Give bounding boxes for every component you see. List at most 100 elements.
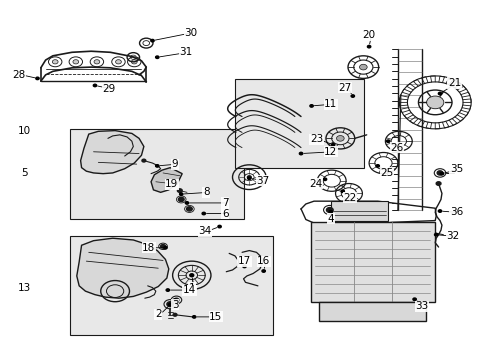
Text: 37: 37 <box>256 176 269 186</box>
Text: 35: 35 <box>449 165 462 174</box>
Circle shape <box>436 171 442 175</box>
Circle shape <box>142 159 145 162</box>
Circle shape <box>73 60 79 64</box>
Circle shape <box>174 298 179 302</box>
Text: 34: 34 <box>198 226 211 236</box>
Circle shape <box>437 92 441 95</box>
Circle shape <box>185 202 188 204</box>
Circle shape <box>202 212 205 215</box>
Text: 29: 29 <box>102 84 116 94</box>
Text: 30: 30 <box>184 27 197 37</box>
Text: 15: 15 <box>209 312 222 322</box>
Circle shape <box>168 303 172 306</box>
Circle shape <box>426 96 443 109</box>
Text: 12: 12 <box>324 147 337 157</box>
Circle shape <box>412 298 415 301</box>
Circle shape <box>186 207 192 211</box>
Circle shape <box>439 172 443 175</box>
Text: 23: 23 <box>309 134 323 144</box>
Text: 17: 17 <box>237 256 251 266</box>
Polygon shape <box>310 222 434 302</box>
Circle shape <box>435 182 440 185</box>
Circle shape <box>155 165 159 167</box>
Text: 21: 21 <box>447 78 460 88</box>
Circle shape <box>150 39 154 42</box>
Circle shape <box>155 56 159 58</box>
Polygon shape <box>81 131 143 174</box>
Text: 10: 10 <box>18 126 31 136</box>
Text: 19: 19 <box>164 179 178 189</box>
Text: 9: 9 <box>171 159 178 169</box>
Circle shape <box>247 176 251 179</box>
Text: 5: 5 <box>20 168 27 178</box>
Text: 26: 26 <box>389 143 403 153</box>
Circle shape <box>166 289 169 291</box>
Bar <box>69 237 273 335</box>
Circle shape <box>173 299 176 301</box>
Text: 36: 36 <box>449 207 462 217</box>
Circle shape <box>243 265 245 268</box>
Text: 4: 4 <box>327 214 333 224</box>
Circle shape <box>115 60 121 64</box>
Text: 27: 27 <box>338 82 351 93</box>
Circle shape <box>173 313 177 316</box>
Circle shape <box>434 233 437 236</box>
Text: 3: 3 <box>171 300 178 310</box>
Circle shape <box>386 140 389 143</box>
Circle shape <box>328 211 332 213</box>
Circle shape <box>177 189 182 192</box>
Circle shape <box>163 247 167 249</box>
Text: 13: 13 <box>18 283 31 293</box>
Circle shape <box>309 105 313 107</box>
Circle shape <box>179 193 183 195</box>
Circle shape <box>366 45 370 48</box>
Text: 18: 18 <box>142 243 155 253</box>
Circle shape <box>93 84 97 87</box>
Polygon shape <box>77 238 168 298</box>
Circle shape <box>359 64 366 70</box>
Circle shape <box>375 165 379 167</box>
Circle shape <box>160 244 165 248</box>
Circle shape <box>331 144 334 146</box>
Text: 14: 14 <box>183 285 196 295</box>
Bar <box>69 129 244 219</box>
Circle shape <box>36 77 39 80</box>
Circle shape <box>340 190 344 193</box>
Circle shape <box>350 95 354 97</box>
Circle shape <box>131 60 137 64</box>
Text: 25: 25 <box>380 168 393 178</box>
Text: 11: 11 <box>324 99 337 109</box>
Bar <box>234 80 364 168</box>
Circle shape <box>299 152 302 155</box>
Circle shape <box>190 274 193 276</box>
Text: 28: 28 <box>13 70 26 80</box>
Text: 20: 20 <box>362 30 375 40</box>
Text: 2: 2 <box>155 309 161 319</box>
Polygon shape <box>151 168 182 192</box>
Circle shape <box>326 207 332 212</box>
Circle shape <box>247 177 250 180</box>
Circle shape <box>94 60 100 64</box>
Circle shape <box>218 225 221 228</box>
Circle shape <box>262 270 265 272</box>
Text: 24: 24 <box>308 179 322 189</box>
Text: 16: 16 <box>257 256 270 266</box>
Polygon shape <box>318 302 425 321</box>
Text: 7: 7 <box>222 198 228 208</box>
Bar <box>330 201 387 221</box>
Circle shape <box>52 60 58 64</box>
Text: 1: 1 <box>188 283 195 293</box>
Circle shape <box>437 210 441 212</box>
Circle shape <box>189 274 193 277</box>
Text: 31: 31 <box>179 47 192 57</box>
Circle shape <box>192 316 196 318</box>
Text: 6: 6 <box>222 208 228 219</box>
Circle shape <box>166 302 173 307</box>
Text: 8: 8 <box>203 187 209 197</box>
Text: 33: 33 <box>414 301 427 311</box>
Circle shape <box>336 136 344 141</box>
Text: 22: 22 <box>343 193 356 203</box>
Circle shape <box>323 178 326 180</box>
Circle shape <box>178 197 184 202</box>
Text: 32: 32 <box>446 231 459 242</box>
